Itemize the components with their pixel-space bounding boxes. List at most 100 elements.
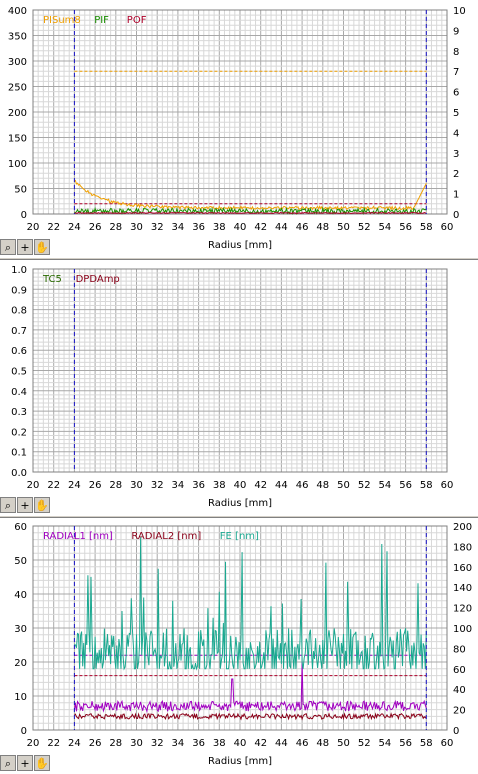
x-tick-label: 50 — [337, 480, 350, 491]
legend-entry: DPDAmp — [76, 274, 120, 285]
y2-tick-label: 5 — [453, 108, 459, 119]
legend-entry: TC5 — [42, 274, 62, 285]
x-tick-label: 30 — [130, 738, 143, 749]
grid — [32, 9, 448, 215]
x-tick-label: 52 — [358, 738, 371, 749]
x-tick-label: 60 — [441, 738, 454, 749]
y2-tick-label: 60 — [453, 665, 466, 676]
x-tick-label: 50 — [337, 222, 350, 233]
y-tick-label: 150 — [8, 134, 27, 145]
crosshair-icon[interactable]: + — [17, 239, 33, 255]
chart-2-toolbar: ⌕ + ✋ — [0, 497, 50, 515]
series-line — [74, 537, 427, 671]
y2-tick-label: 1 — [453, 190, 459, 201]
y-tick-label: 50 — [14, 556, 27, 567]
x-tick-label: 20 — [27, 738, 40, 749]
y-tick-label: 0 — [21, 726, 27, 737]
zoom-icon[interactable]: ⌕ — [0, 755, 16, 771]
y-tick-label: 0.8 — [11, 306, 27, 317]
x-tick-label: 26 — [89, 738, 102, 749]
y-tick-label: 350 — [8, 32, 27, 43]
hand-pan-icon[interactable]: ✋ — [34, 239, 50, 255]
y2-tick-label: 140 — [453, 583, 472, 594]
x-tick-label: 60 — [441, 222, 454, 233]
y-tick-label: 400 — [8, 6, 27, 17]
zoom-icon[interactable]: ⌕ — [0, 497, 16, 513]
y-tick-label: 50 — [14, 185, 27, 196]
y2-tick-label: 2 — [453, 169, 459, 180]
x-tick-label: 38 — [213, 480, 226, 491]
crosshair-icon[interactable]: + — [17, 755, 33, 771]
x-tick-label: 44 — [275, 738, 288, 749]
x-tick-label: 46 — [296, 222, 309, 233]
y2-tick-label: 20 — [453, 706, 466, 717]
x-tick-label: 38 — [213, 222, 226, 233]
y2-tick-label: 180 — [453, 542, 472, 553]
legend-entry: RADIAL1 [nm] — [43, 531, 113, 542]
x-tick-label: 40 — [234, 738, 247, 749]
x-tick-label: 52 — [358, 480, 371, 491]
y2-tick-label: 6 — [453, 88, 459, 99]
y-tick-label: 0.1 — [11, 448, 27, 459]
x-axis-label: Radius [mm] — [208, 756, 272, 767]
series-line — [74, 211, 427, 215]
x-tick-label: 48 — [316, 480, 329, 491]
y2-tick-label: 0 — [453, 726, 459, 737]
y2-tick-label: 200 — [453, 522, 472, 533]
x-tick-label: 34 — [172, 738, 185, 749]
grid — [32, 525, 448, 731]
y-tick-label: 1.0 — [11, 265, 27, 276]
zoom-icon[interactable]: ⌕ — [0, 239, 16, 255]
y2-tick-label: 80 — [453, 644, 466, 655]
x-tick-label: 32 — [151, 222, 164, 233]
x-tick-label: 40 — [234, 480, 247, 491]
x-tick-label: 22 — [47, 738, 60, 749]
legend-entry: POF — [127, 15, 147, 26]
x-tick-label: 48 — [316, 222, 329, 233]
x-tick-label: 38 — [213, 738, 226, 749]
plot-border — [32, 525, 448, 731]
x-tick-label: 20 — [27, 222, 40, 233]
x-tick-label: 42 — [254, 738, 267, 749]
x-tick-label: 30 — [130, 222, 143, 233]
x-tick-label: 46 — [296, 480, 309, 491]
crosshair-icon[interactable]: + — [17, 497, 33, 513]
x-tick-label: 24 — [68, 222, 81, 233]
x-tick-label: 30 — [130, 480, 143, 491]
x-tick-label: 22 — [47, 480, 60, 491]
chart-3-toolbar: ⌕ + ✋ — [0, 755, 50, 773]
y-tick-label: 0.2 — [11, 427, 27, 438]
y-tick-label: 100 — [8, 159, 27, 170]
y-tick-label: 0.0 — [11, 468, 27, 479]
series-line — [73, 661, 427, 714]
y-tick-label: 0.4 — [11, 387, 27, 398]
series-line — [74, 206, 427, 216]
hand-pan-icon[interactable]: ✋ — [34, 755, 50, 771]
x-tick-label: 36 — [192, 480, 205, 491]
y2-tick-label: 4 — [453, 128, 459, 139]
x-tick-label: 34 — [172, 222, 185, 233]
legend-entry: PISum8 — [43, 15, 81, 26]
legend-entry: RADIAL2 [nm] — [131, 531, 201, 542]
x-tick-label: 32 — [151, 480, 164, 491]
x-tick-label: 28 — [109, 222, 122, 233]
x-tick-label: 60 — [441, 480, 454, 491]
legend-entry: FE [nm] — [220, 531, 259, 542]
y-tick-label: 60 — [14, 522, 27, 533]
plot-border — [32, 268, 448, 473]
y2-tick-label: 120 — [453, 604, 472, 615]
x-tick-label: 26 — [89, 222, 102, 233]
x-tick-label: 40 — [234, 222, 247, 233]
separator — [0, 257, 478, 260]
chart-panel-1: 0 50 100 150 200 250 300 350 400 0 1 2 3 4 5 6 7 8 9 10 20 22… — [0, 0, 478, 257]
y-tick-label: 200 — [8, 108, 27, 119]
y-tick-label: 0.6 — [11, 346, 27, 357]
x-tick-label: 54 — [379, 738, 392, 749]
y-tick-label: 0 — [21, 210, 27, 221]
hand-pan-icon[interactable]: ✋ — [34, 497, 50, 513]
x-tick-label: 42 — [254, 480, 267, 491]
x-tick-label: 52 — [358, 222, 371, 233]
x-axis-label: Radius [mm] — [208, 498, 272, 509]
x-tick-label: 54 — [379, 480, 392, 491]
